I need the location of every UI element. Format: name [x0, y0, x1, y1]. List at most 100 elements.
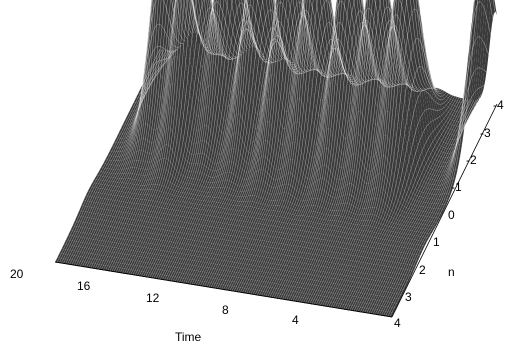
mesh-line — [273, 0, 380, 298]
mesh-line — [263, 22, 369, 297]
y-tick-label: 3 — [405, 290, 412, 304]
mesh-line — [265, 0, 371, 297]
mesh-line — [351, 96, 458, 311]
mesh-line — [109, 0, 215, 271]
mesh-line — [141, 0, 247, 277]
mesh-line — [189, 0, 295, 285]
mesh-line — [332, 0, 439, 308]
mesh-line — [88, 0, 194, 268]
mesh-line — [67, 49, 173, 265]
mesh-line — [126, 0, 232, 274]
mesh-line — [69, 49, 175, 265]
mesh-line — [383, 36, 489, 316]
mesh-line — [73, 46, 180, 266]
mesh-line — [301, 0, 407, 303]
y-axis-title: n — [448, 265, 455, 279]
mesh-line — [181, 0, 287, 283]
mesh-line — [330, 0, 436, 308]
mesh-line — [269, 0, 375, 298]
mesh-line — [366, 99, 472, 313]
mesh-line — [387, 0, 493, 317]
mesh-line — [248, 0, 354, 294]
mesh-line — [82, 0, 188, 267]
mesh-line — [389, 0, 496, 317]
mesh-line — [305, 0, 411, 303]
mesh-line — [370, 100, 477, 314]
mesh-line — [80, 0, 186, 267]
mesh-line — [71, 48, 177, 265]
mesh-line — [63, 50, 169, 264]
mesh-line — [145, 0, 251, 277]
mesh-line — [134, 9, 241, 276]
mesh-line — [292, 7, 399, 301]
x-tick-label: 4 — [292, 313, 299, 327]
mesh-line — [90, 0, 196, 268]
mesh-line — [92, 0, 199, 269]
y-tick-label: -3 — [480, 126, 491, 140]
surface-strip — [120, 0, 460, 181]
mesh-line — [111, 0, 217, 272]
mesh-line — [147, 0, 253, 278]
mesh-line — [136, 1, 243, 276]
mesh-line — [139, 0, 245, 276]
surface-strip — [92, 178, 432, 238]
x-axis-title: Time — [175, 330, 202, 344]
mesh-line — [128, 0, 234, 275]
mesh-line — [204, 1, 310, 287]
surface-mesh — [54, 0, 498, 318]
mesh-line — [297, 0, 403, 302]
mesh-line — [155, 0, 262, 279]
mesh-line — [311, 6, 418, 304]
surface-strip — [122, 0, 462, 176]
mesh-line — [200, 35, 306, 286]
mesh-line — [356, 97, 462, 312]
mesh-line — [227, 15, 333, 291]
mesh-line — [214, 0, 321, 289]
mesh-line — [143, 0, 249, 277]
mesh-line — [280, 0, 386, 299]
mesh-line — [75, 23, 182, 266]
mesh-line — [322, 0, 428, 306]
mesh-line — [132, 7, 239, 275]
mesh-line — [162, 19, 268, 280]
mesh-line — [240, 0, 346, 293]
x-tick-label: 20 — [10, 267, 24, 281]
mesh-line — [347, 95, 453, 310]
mesh-line — [368, 100, 474, 314]
mesh-line — [309, 0, 416, 304]
mesh-line — [307, 0, 413, 304]
mesh-line — [107, 0, 213, 271]
mesh-line — [164, 28, 270, 280]
mesh-line — [345, 90, 451, 310]
mesh-line — [233, 0, 340, 292]
mesh-line — [101, 0, 207, 270]
mesh-line — [86, 0, 192, 268]
mesh-line — [328, 0, 434, 307]
mesh-line — [158, 0, 264, 279]
mesh-line — [379, 85, 485, 315]
mesh-line — [54, 48, 161, 263]
mesh-line — [187, 0, 293, 284]
mesh-line — [316, 26, 422, 305]
mesh-line — [122, 0, 228, 274]
mesh-line — [246, 0, 352, 294]
mesh-line — [238, 0, 344, 292]
plot-base — [54, 103, 498, 318]
mesh-line — [349, 96, 456, 311]
y-tick-label: -2 — [466, 153, 477, 167]
mesh-line — [326, 0, 432, 307]
mesh-line — [318, 24, 424, 306]
mesh-line — [113, 0, 220, 272]
mesh-line — [229, 9, 335, 291]
mesh-line — [130, 0, 236, 275]
mesh-line — [183, 0, 289, 284]
mesh-line — [372, 99, 479, 314]
surface-strip — [90, 182, 430, 242]
mesh-line — [242, 0, 348, 293]
mesh-line — [94, 0, 201, 269]
mesh-line — [206, 0, 312, 287]
mesh-line — [153, 0, 260, 279]
mesh-line — [377, 93, 483, 315]
y-tick-label: 2 — [419, 263, 426, 277]
mesh-line — [375, 97, 481, 315]
